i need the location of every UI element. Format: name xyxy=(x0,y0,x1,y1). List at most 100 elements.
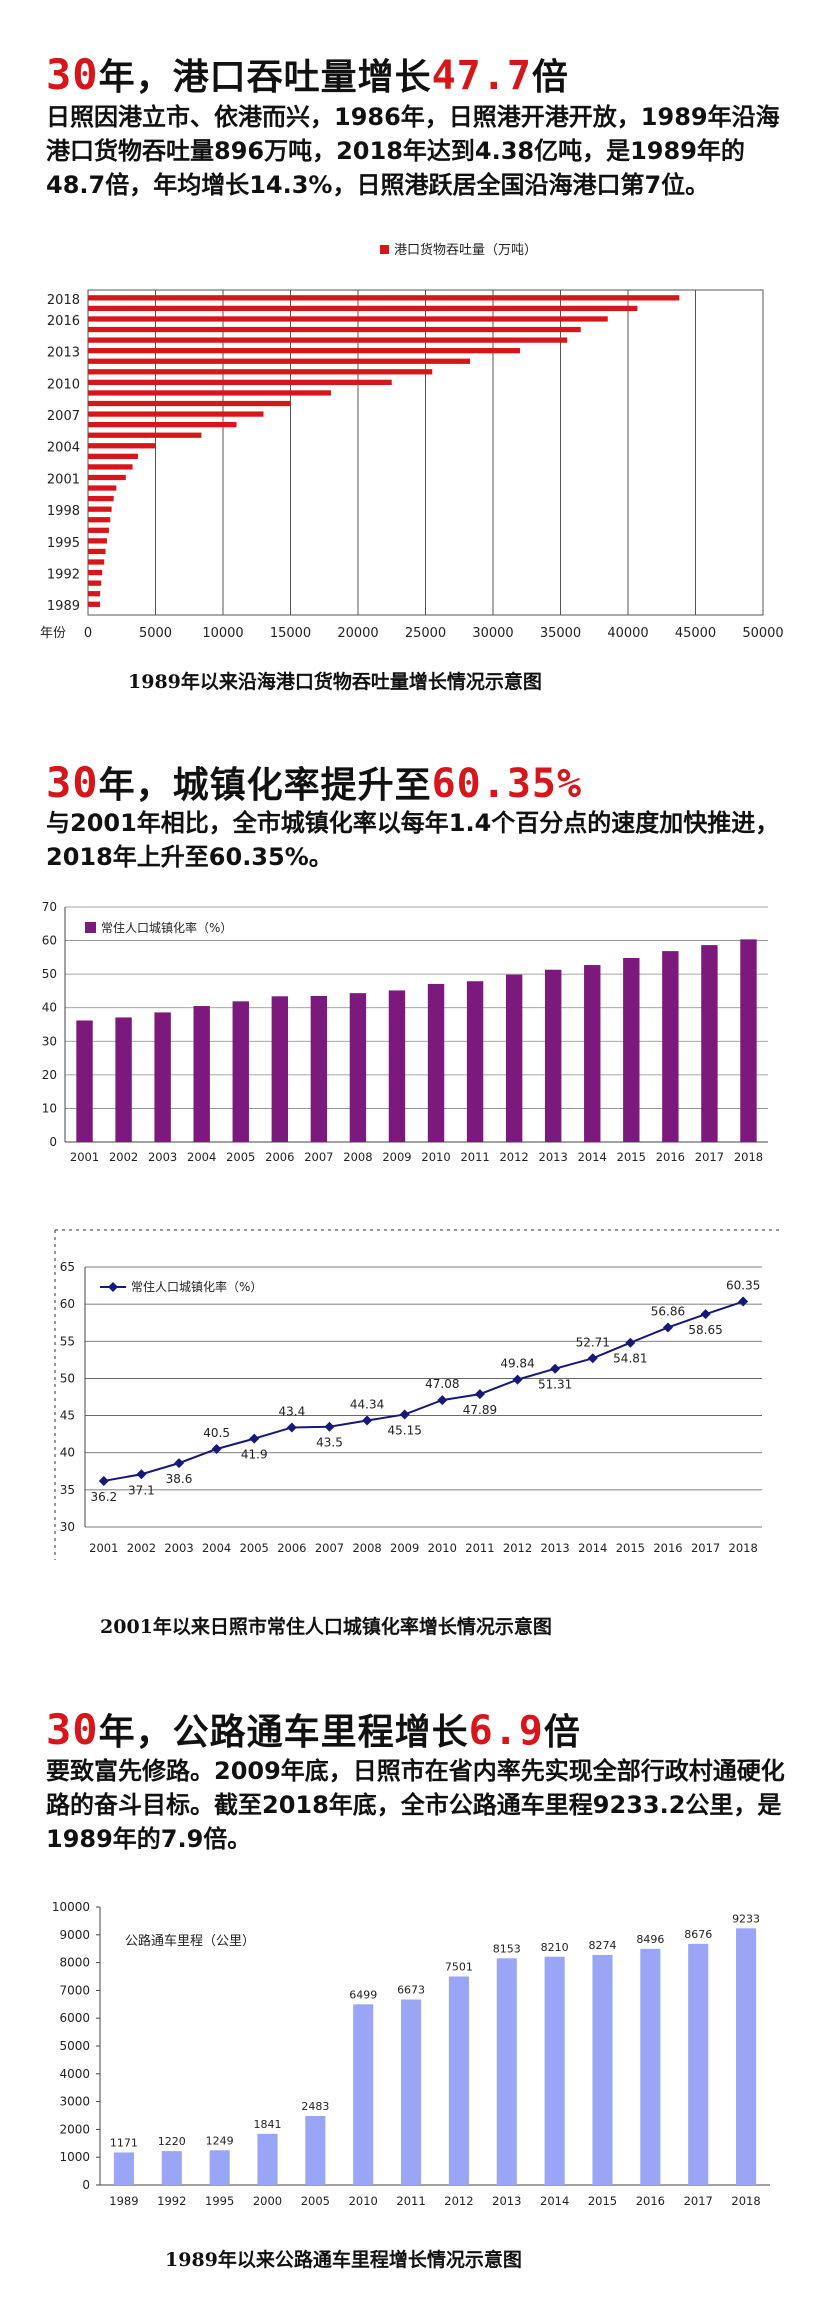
data-point xyxy=(700,1309,711,1320)
data-label: 38.6 xyxy=(166,1472,193,1486)
bar xyxy=(544,1956,565,2185)
y-tick-label: 30 xyxy=(60,1520,75,1534)
bar xyxy=(88,569,103,576)
bar xyxy=(257,2133,278,2185)
x-tick-label: 2016 xyxy=(653,1541,682,1555)
data-label: 6499 xyxy=(349,1988,377,2001)
data-label: 1171 xyxy=(110,2136,138,2149)
data-point xyxy=(512,1374,523,1385)
x-tick-label: 2005 xyxy=(226,1150,255,1164)
y-tick-label: 0 xyxy=(49,1135,57,1149)
x-tick-label: 2018 xyxy=(731,2194,760,2208)
section1-heading-number: 30 xyxy=(46,50,99,99)
x-tick-label: 1989 xyxy=(109,2194,138,2208)
y-tick-label: 7000 xyxy=(59,1983,90,1997)
y-tick-label: 2000 xyxy=(59,2122,90,2136)
data-point xyxy=(437,1395,448,1406)
x-tick-label: 2018 xyxy=(734,1150,763,1164)
bar xyxy=(349,993,367,1142)
y-tick-label: 2001 xyxy=(47,472,80,487)
section3-heading-text: 年，公路通车里程增长 xyxy=(98,1712,469,1753)
section2-paragraph: 与2001年相比，全市城镇化率以每年1.4个百分点的速度加快推进，2018年上升… xyxy=(46,809,780,871)
x-tick-label: 40000 xyxy=(607,626,648,641)
bar xyxy=(88,316,608,322)
x-tick-label: 10000 xyxy=(202,626,243,641)
data-label: 52.71 xyxy=(576,1335,610,1349)
bar xyxy=(88,326,581,333)
x-tick-label: 2004 xyxy=(202,1541,231,1555)
x-tick-label: 45000 xyxy=(675,626,716,641)
y-tick-label: 10000 xyxy=(52,1900,90,1914)
y-tick-label: 40 xyxy=(42,1001,57,1015)
bar xyxy=(88,295,680,301)
x-tick-label: 2005 xyxy=(240,1541,269,1555)
x-tick-label: 2017 xyxy=(691,1541,720,1555)
x-tick-label: 2009 xyxy=(382,1150,411,1164)
bar xyxy=(88,601,101,607)
y-tick-label: 50 xyxy=(42,967,57,981)
data-label: 49.84 xyxy=(500,1357,534,1371)
bar xyxy=(592,1954,613,2185)
bar xyxy=(505,974,523,1142)
section2-heading-highlight: 60.35 xyxy=(431,761,558,807)
data-point xyxy=(98,1475,109,1486)
data-point xyxy=(362,1415,373,1426)
x-tick-label: 2017 xyxy=(684,2194,713,2208)
section3-paragraph: 要致富先修路。2009年底，日照市在省内率先实现全部行政村通硬化路的奋斗目标。截… xyxy=(46,1757,785,1853)
section1-caption: 1989年以来沿海港口货物吞吐量增长情况示意图 xyxy=(128,671,542,693)
data-point xyxy=(474,1389,485,1400)
data-label: 45.15 xyxy=(388,1423,422,1437)
y-tick-label: 70 xyxy=(42,900,57,914)
bar xyxy=(115,1017,132,1142)
x-tick-label: 5000 xyxy=(139,626,172,641)
urbanization-bar-chart: 0 10 20 30 40 50 60 70 2001 2002 2003 2004 2005 2006 2… xyxy=(42,900,768,1164)
series-line xyxy=(103,1300,744,1482)
y-tick-label: 1989 xyxy=(47,599,80,614)
y-tick-label: 2004 xyxy=(47,441,80,456)
data-label: 7501 xyxy=(445,1960,473,1973)
x-tick-label: 2015 xyxy=(588,2194,617,2208)
x-tick-label: 2011 xyxy=(396,2194,425,2208)
x-tick-label: 2012 xyxy=(499,1150,528,1164)
section1-paragraph: 日照因港立市、依港而兴，1986年，日照港开港开放，1989年沿海港口货物吞吐量… xyxy=(46,103,780,199)
y-tick-label: 40 xyxy=(60,1446,75,1460)
section3-heading-highlight: 6.9 xyxy=(468,1708,544,1754)
legend-label: 常住人口城镇化率（%） xyxy=(101,920,232,935)
data-point xyxy=(249,1433,260,1444)
bar xyxy=(88,390,331,396)
y-tick-label: 1998 xyxy=(47,504,80,519)
data-point xyxy=(174,1458,185,1469)
bar xyxy=(736,1928,757,2185)
bar xyxy=(88,559,105,565)
x-tick-label: 0 xyxy=(84,626,92,641)
x-tick-label: 2012 xyxy=(503,1541,532,1555)
data-point xyxy=(211,1444,222,1454)
x-tick-label: 2010 xyxy=(421,1150,450,1164)
bar xyxy=(466,981,484,1142)
bar xyxy=(544,969,562,1142)
legend-label: 港口货物吞吐量（万吨） xyxy=(394,242,537,258)
x-tick-label: 2016 xyxy=(656,1150,685,1164)
data-label: 56.86 xyxy=(651,1304,685,1318)
x-tick-label: 2011 xyxy=(465,1541,494,1555)
data-label: 1249 xyxy=(206,2134,234,2147)
data-point xyxy=(550,1363,561,1374)
y-tick-label: 2010 xyxy=(47,377,80,392)
x-tick-label: 2014 xyxy=(578,1541,607,1555)
bar xyxy=(88,305,638,312)
data-label: 8153 xyxy=(493,1942,521,1955)
x-tick-label: 2000 xyxy=(253,2194,282,2208)
data-label: 1220 xyxy=(158,2135,186,2148)
data-label: 1841 xyxy=(254,2118,282,2131)
data-point xyxy=(587,1353,598,1364)
bar xyxy=(584,965,601,1142)
section1-heading-text: 年，港口吞吐量增长 xyxy=(98,57,432,98)
section2-heading-suffix: % xyxy=(557,761,583,807)
x-tick-label: 2004 xyxy=(187,1150,216,1164)
port-throughput-chart: 0 5000 10000 15000 20000 25000 30000 35000 40000… xyxy=(40,242,784,641)
x-tick-label: 2007 xyxy=(304,1150,333,1164)
bar xyxy=(448,1976,469,2185)
x-tick-label: 2006 xyxy=(277,1541,306,1555)
x-tick-label: 2012 xyxy=(444,2194,473,2208)
bar xyxy=(662,951,679,1142)
